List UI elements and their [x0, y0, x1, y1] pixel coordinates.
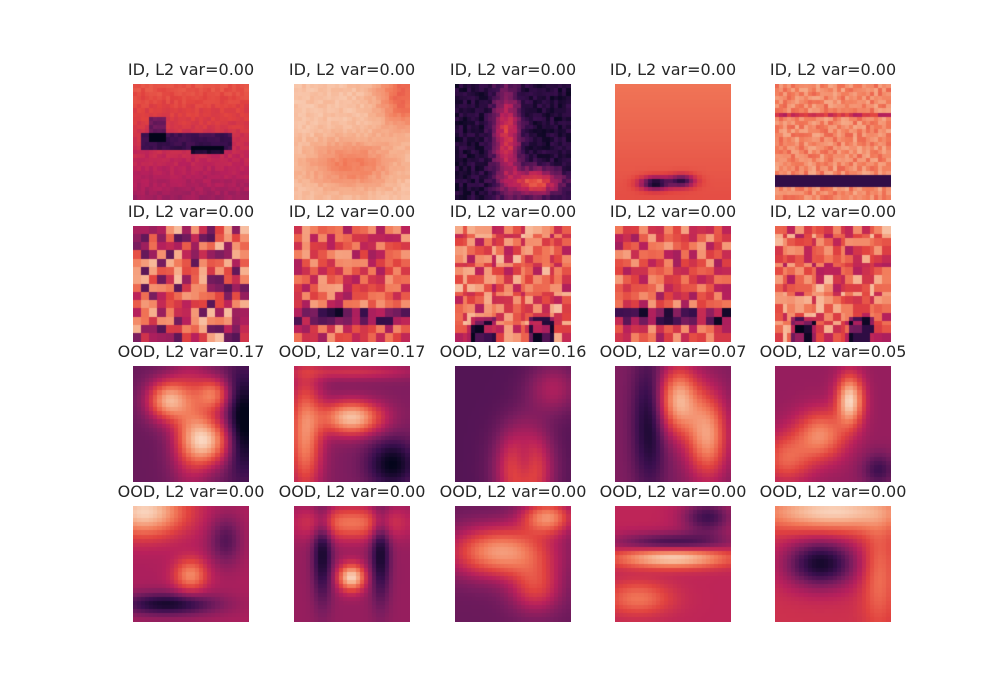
panel-title: ID, L2 var=0.00	[769, 202, 897, 221]
panel-title: OOD, L2 var=0.16	[439, 342, 587, 361]
panel-image-ood-blob-hat	[775, 506, 891, 622]
panel-title: OOD, L2 var=0.07	[599, 342, 747, 361]
panel-image-id-fire-truck	[133, 226, 249, 342]
panel-title: OOD, L2 var=0.00	[439, 482, 587, 501]
panel-image-id-truck	[294, 226, 410, 342]
panel-image-id-ship	[775, 84, 891, 200]
panel-image-id-truck	[615, 226, 731, 342]
panel-title: ID, L2 var=0.00	[288, 202, 416, 221]
panel-image-ood-blob-ring	[455, 366, 571, 482]
panel-title: ID, L2 var=0.00	[288, 60, 416, 79]
panel-title: ID, L2 var=0.00	[769, 60, 897, 79]
panel-title: OOD, L2 var=0.00	[278, 482, 426, 501]
panel-title: ID, L2 var=0.00	[127, 60, 255, 79]
panel-title: OOD, L2 var=0.00	[117, 482, 265, 501]
panel-image-id-cat	[294, 84, 410, 200]
panel-image-ood-blob-wave	[615, 506, 731, 622]
panel-title: OOD, L2 var=0.05	[759, 342, 907, 361]
panel-image-id-dark-animal	[455, 84, 571, 200]
panel-title: ID, L2 var=0.00	[127, 202, 255, 221]
panel-title: ID, L2 var=0.00	[609, 202, 737, 221]
panel-image-ood-blob-cup	[455, 506, 571, 622]
panel-image-ood-blob-x	[133, 366, 249, 482]
panel-title: OOD, L2 var=0.17	[278, 342, 426, 361]
panel-title: OOD, L2 var=0.17	[117, 342, 265, 361]
panel-image-id-car	[775, 226, 891, 342]
panel-title: ID, L2 var=0.00	[609, 60, 737, 79]
panel-title: ID, L2 var=0.00	[449, 202, 577, 221]
panel-image-ood-blob-soft	[133, 506, 249, 622]
panel-image-id-bird	[615, 84, 731, 200]
panel-image-id-car	[455, 226, 571, 342]
panel-title: OOD, L2 var=0.00	[759, 482, 907, 501]
panel-title: ID, L2 var=0.00	[449, 60, 577, 79]
panel-image-ood-blob-y	[775, 366, 891, 482]
panel-image-id-airplane	[133, 84, 249, 200]
panel-title: OOD, L2 var=0.00	[599, 482, 747, 501]
panel-image-ood-blob-square	[294, 366, 410, 482]
panel-image-ood-blob-dots	[294, 506, 410, 622]
panel-image-ood-blob-band	[615, 366, 731, 482]
